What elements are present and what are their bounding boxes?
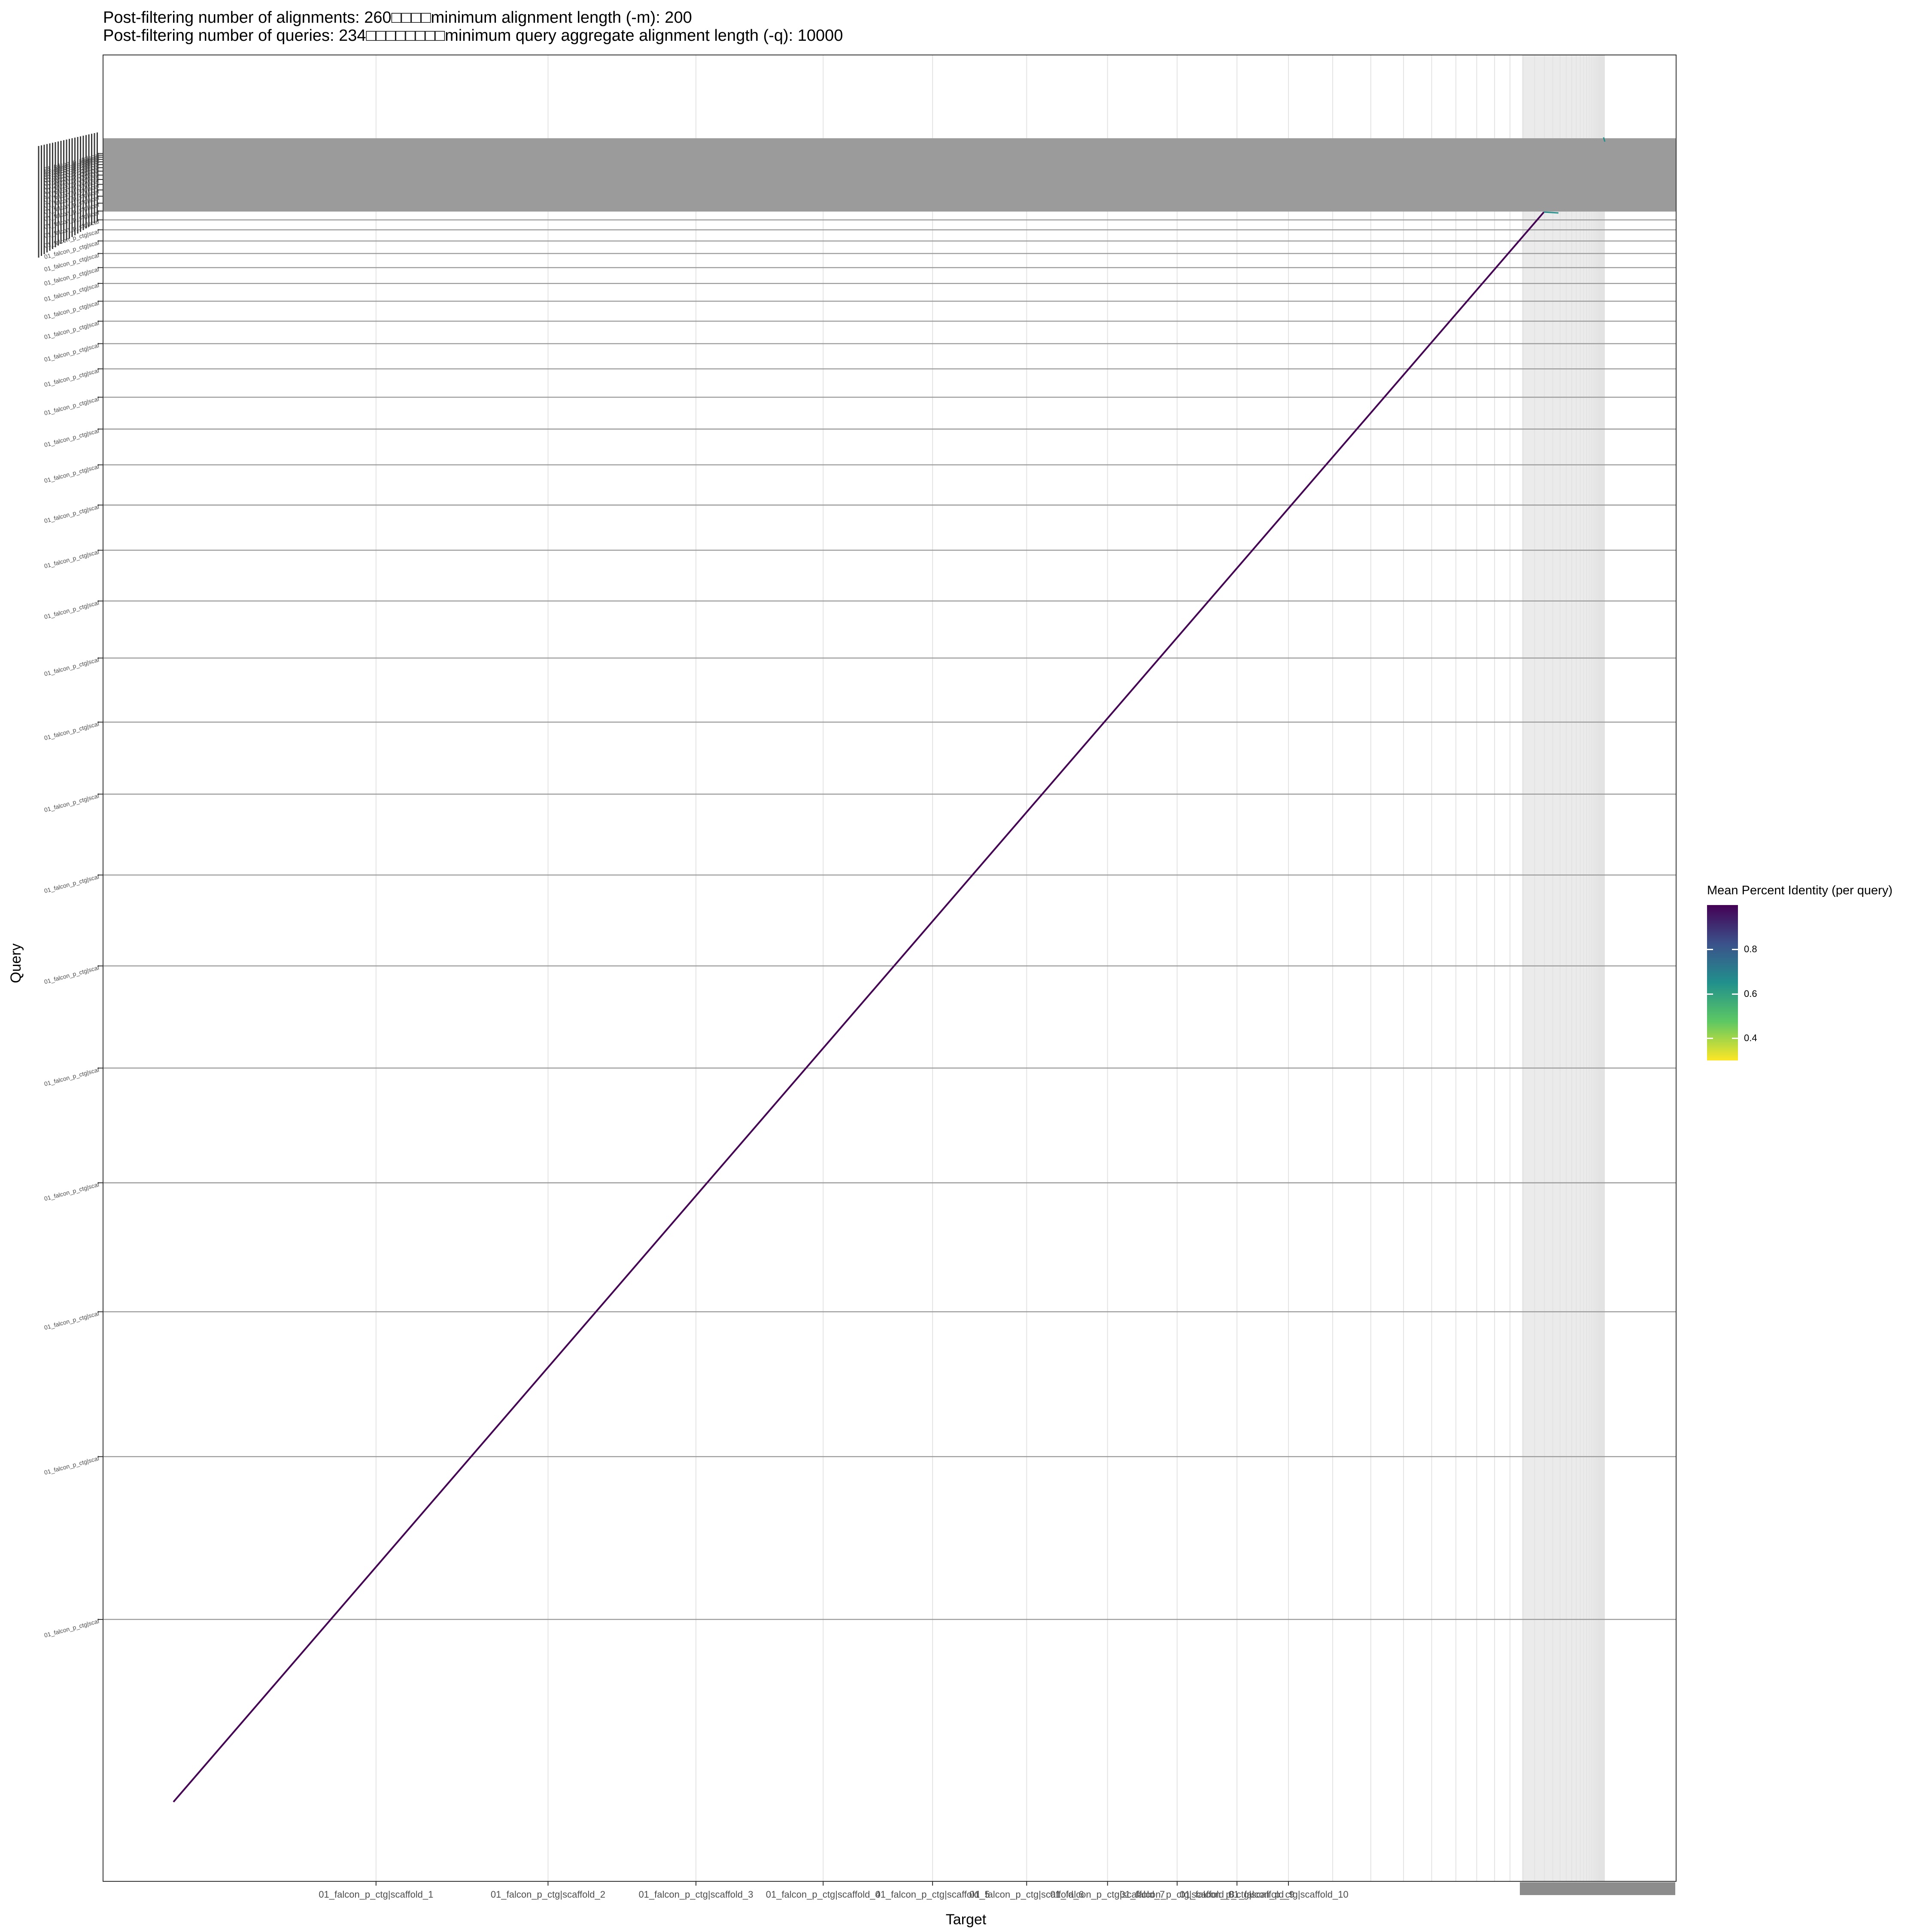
legend-tick-mark [1732,1038,1738,1039]
legend-title: Mean Percent Identity (per query) [1707,884,1893,897]
legend-tick-mark [1707,949,1713,951]
alignment-line [173,211,1545,1803]
x-tick-label: 01_falcon_p_ctg|scaffold_8 [1120,1889,1234,1900]
x-tick-label: 01_falcon_p_ctg|scaffold_4 [766,1889,881,1900]
shaded-region [1522,55,1604,1881]
y-tick-label: 01_falcon_p_ctg|scaf [43,319,100,341]
x-tick-label: 01_falcon_p_ctg|scaffold_9 [1180,1889,1294,1900]
legend-tick-mark [1732,993,1738,995]
legend-tick-label: 0.6 [1744,988,1757,999]
y-tick-label: 01_falcon_p_ctg|scaf [43,427,100,449]
x-tick-labels: 01_falcon_p_ctg|scaffold_1 01_falcon_p_ct… [319,1881,1675,1900]
query-boundary-lines [103,138,1676,1620]
y-tick-label: 01_falcon_p_ctg|scaf [43,873,100,894]
y-tick-label: 01_falcon_p_ctg|scaf [43,1617,100,1639]
x-tick-label: 01_falcon_p_ctg|scaffold_1 [319,1889,433,1900]
x-tick-label: 01_falcon_p_ctg|scaffold_3 [638,1889,753,1900]
vertical-grid [375,55,1605,1881]
y-tick-label: 01_falcon_p_ctg|scaf [43,342,100,363]
y-tick-labels: 01_falcon_p_ctg|scaf01_falcon_p_ctg|scaf… [38,132,103,1639]
legend-tick-mark [1732,949,1738,951]
y-tick-label: 01_falcon_p_ctg|scaf [43,1066,100,1088]
y-tick-label: 01_falcon_p_ctg|scaf [43,463,100,484]
alignment-diagonal [173,137,1606,1803]
y-tick-label: 01_falcon_p_ctg|scaf [43,503,100,525]
y-tick-label: 01_falcon_p_ctg|scaf [43,395,100,417]
legend-tick-label: 0.4 [1744,1033,1757,1044]
y-tick-label: 01_falcon_p_ctg|scaf [43,964,100,985]
y-tick-label: 01_falcon_p_ctg|scaf [43,1455,100,1476]
alignment-segment [1603,137,1606,142]
x-tick-label: 01_falcon_p_ctg|scaffold_7 [1050,1889,1165,1900]
y-tick-label: 01_falcon_p_ctg|scaf [43,656,100,677]
legend-tick-mark [1707,1038,1713,1039]
legend-tick-label: 0.8 [1744,944,1757,955]
color-legend: Mean Percent Identity (per query) 0.8 0.6… [1707,884,1893,1060]
y-tick-label: 01_falcon_p_ctg|scaf [43,792,100,814]
x-tick-label: 01_falcon_p_ctg|scaffold_10 [1228,1889,1348,1900]
y-axis-title: Query [8,943,24,983]
y-tick-label: 01_falcon_p_ctg|scaf [43,599,100,620]
y-tick-label: 01_falcon_p_ctg|scaf [43,299,100,321]
plot-panel-border [103,55,1677,1882]
legend-tick-mark [1707,993,1713,995]
x-tick-label: 01_falcon_p_ctg|scaffold_2 [491,1889,605,1900]
x-axis-title: Target [945,1911,987,1928]
plot-panel [103,55,1676,1881]
legend-colorbar [1707,905,1738,1060]
shade-rect [1522,55,1604,1881]
y-tick-label: 01_falcon_p_ctg|scaf [43,1181,100,1202]
plot-subtitle-queries: Post-filtering number of queries: 234□□□… [103,27,843,45]
x-compressed-ticks [1520,1882,1675,1895]
plot-subtitle-alignments: Post-filtering number of alignments: 260… [103,9,692,27]
dense-band [103,138,1676,211]
x-tick-label: 01_falcon_p_ctg|scaffold_6 [969,1889,1084,1900]
y-tick-label: 01_falcon_p_ctg|scaf [43,548,100,570]
alignment-segment [1543,211,1559,214]
y-tick-label: 01_falcon_p_ctg|scaf [43,367,100,389]
y-tick-label: 01_falcon_p_ctg|scaf [43,1310,100,1331]
x-tick-label: 01_falcon_p_ctg|scaffold_5 [875,1889,990,1900]
y-tick-label: 01_falcon_p_ctg|scaf [43,720,100,741]
